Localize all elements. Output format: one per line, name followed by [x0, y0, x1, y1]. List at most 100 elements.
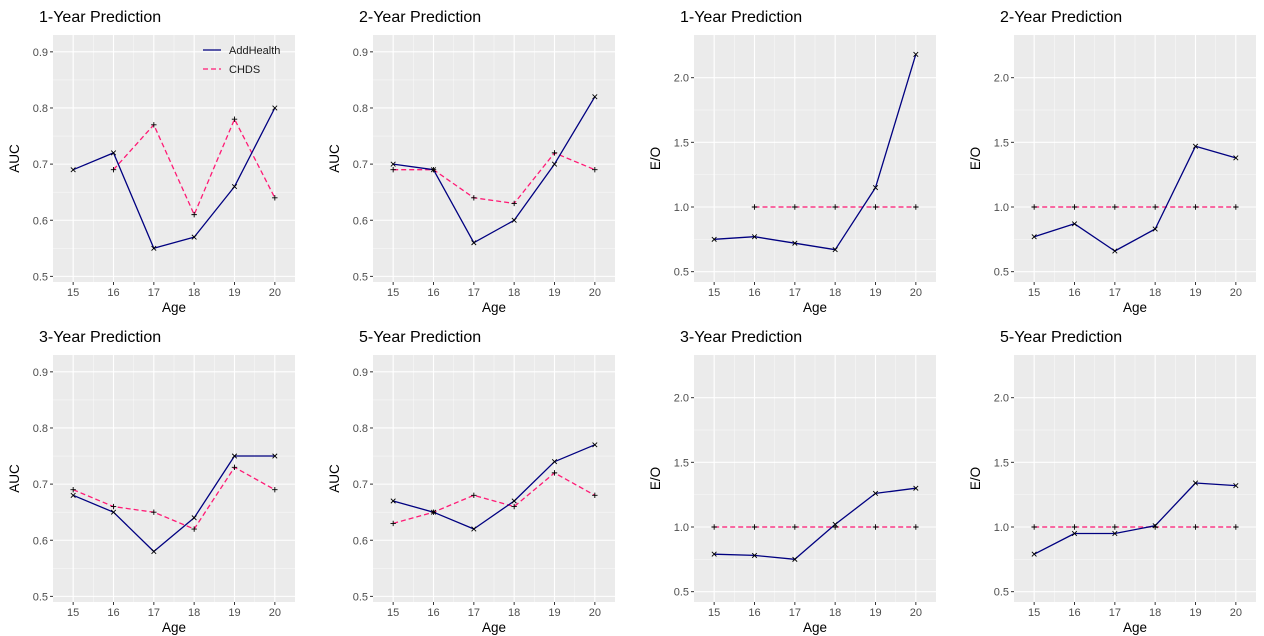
data-point-addhealth: [872, 490, 879, 496]
data-point-addhealth: [70, 167, 76, 173]
data-point-chds: [191, 526, 197, 532]
y-tick-label: 0.6: [33, 215, 48, 227]
data-point-addhealth: [1233, 155, 1239, 161]
x-tick-label: 18: [829, 607, 841, 619]
data-point-chds: [1152, 204, 1158, 210]
x-tick-label: 19: [228, 607, 240, 619]
data-point-addhealth: [1152, 226, 1158, 232]
data-point-addhealth: [151, 245, 157, 251]
data-point-addhealth: [792, 240, 798, 246]
y-tick-label: 1.0: [994, 202, 1009, 214]
x-axis-title: Age: [162, 620, 186, 635]
data-point-chds: [751, 524, 758, 530]
data-point-chds: [792, 524, 798, 530]
data-point-addhealth: [913, 485, 919, 491]
x-tick-label: 20: [1230, 607, 1242, 619]
y-tick-label: 0.7: [33, 479, 48, 491]
x-tick-label: 18: [1149, 607, 1161, 619]
data-point-addhealth: [151, 548, 157, 555]
y-tick-label: 0.5: [994, 587, 1009, 599]
y-tick-label: 1.5: [994, 457, 1009, 469]
x-tick-label: 18: [188, 607, 200, 619]
data-point-chds: [751, 204, 758, 210]
data-point-addhealth: [231, 453, 238, 459]
data-point-chds: [151, 122, 157, 128]
y-tick-label: 0.9: [33, 367, 48, 379]
y-tick-label: 0.7: [353, 479, 368, 491]
y-tick-label: 0.7: [33, 159, 48, 171]
y-tick-label: 0.5: [994, 267, 1009, 279]
x-tick-label: 19: [1189, 287, 1201, 299]
data-point-chds: [1192, 524, 1199, 530]
series-line-chds: [393, 152, 596, 205]
panel-title: 5-Year Prediction: [359, 329, 481, 346]
x-tick-label: 20: [589, 287, 601, 299]
x-tick-label: 15: [387, 287, 399, 299]
data-point-addhealth: [390, 498, 396, 504]
x-tick-label: 19: [869, 607, 881, 619]
data-point-chds: [471, 195, 477, 201]
x-tick-label: 18: [188, 287, 200, 299]
x-axis-title: Age: [162, 300, 186, 315]
x-tick-label: 20: [1230, 287, 1242, 299]
x-axis-title: Age: [803, 620, 827, 635]
panel-title: 2-Year Prediction: [1000, 9, 1122, 26]
y-tick-label: 0.8: [33, 423, 48, 435]
y-tick-label: 0.5: [33, 271, 48, 283]
y-tick-label: 0.7: [353, 159, 368, 171]
data-point-addhealth: [832, 247, 838, 253]
y-tick-label: 0.5: [33, 591, 48, 603]
data-point-addhealth: [231, 183, 238, 190]
x-tick-label: 16: [107, 287, 119, 299]
chart-panel-5: 0.5 0.6 0.7 0.8 0.9 15 16 17 18 19 20 3-Year Predic…: [7, 329, 295, 635]
x-tick-label: 19: [1189, 607, 1201, 619]
x-tick-label: 17: [1109, 607, 1121, 619]
data-point-chds: [832, 524, 838, 530]
data-point-addhealth: [511, 498, 517, 504]
x-tick-label: 17: [1109, 287, 1121, 299]
chart-panel-7: 0.5 1.0 1.5 2.0 15 16 17 18 19 20 3-Year Predictio…: [648, 329, 936, 635]
x-tick-label: 19: [548, 607, 560, 619]
data-point-chds: [471, 492, 477, 499]
x-axis-title: Age: [803, 300, 827, 315]
x-tick-label: 18: [508, 287, 520, 299]
y-axis-title: E/O: [968, 467, 983, 490]
panel-title: 3-Year Prediction: [39, 329, 161, 346]
x-tick-label: 20: [910, 287, 922, 299]
y-axis-title: E/O: [968, 147, 983, 170]
data-point-addhealth: [1031, 551, 1037, 557]
y-axis-title: E/O: [648, 467, 663, 490]
x-tick-label: 17: [789, 607, 801, 619]
y-axis-title: AUC: [327, 464, 342, 493]
data-point-chds: [231, 464, 238, 470]
x-tick-label: 16: [427, 607, 439, 619]
x-tick-label: 20: [589, 607, 601, 619]
data-point-chds: [551, 470, 558, 476]
data-point-chds: [272, 195, 278, 201]
y-tick-label: 0.8: [353, 103, 368, 115]
data-point-addhealth: [272, 453, 278, 459]
data-point-chds: [151, 509, 157, 515]
data-point-chds: [1112, 524, 1118, 530]
y-tick-label: 0.9: [353, 47, 368, 59]
y-axis-title: AUC: [327, 144, 342, 173]
x-tick-label: 17: [148, 607, 160, 619]
y-axis-title: AUC: [7, 144, 22, 173]
x-tick-label: 19: [228, 287, 240, 299]
data-point-addhealth: [1071, 221, 1078, 227]
data-point-addhealth: [1192, 480, 1199, 486]
x-tick-label: 15: [67, 287, 79, 299]
data-point-chds: [1031, 204, 1037, 210]
series-line-addhealth: [72, 455, 275, 553]
data-point-addhealth: [711, 236, 717, 242]
data-point-chds: [592, 167, 598, 173]
y-tick-label: 1.5: [994, 137, 1009, 149]
y-tick-label: 0.5: [674, 267, 689, 279]
y-tick-label: 0.6: [353, 535, 368, 547]
y-tick-label: 2.0: [674, 393, 689, 405]
series-line-addhealth: [393, 96, 596, 244]
data-point-addhealth: [191, 515, 197, 521]
chart-panel-3: 0.5 1.0 1.5 2.0 15 16 17 18 19 20 1-Year Predictio…: [648, 9, 936, 315]
data-point-addhealth: [711, 551, 717, 557]
